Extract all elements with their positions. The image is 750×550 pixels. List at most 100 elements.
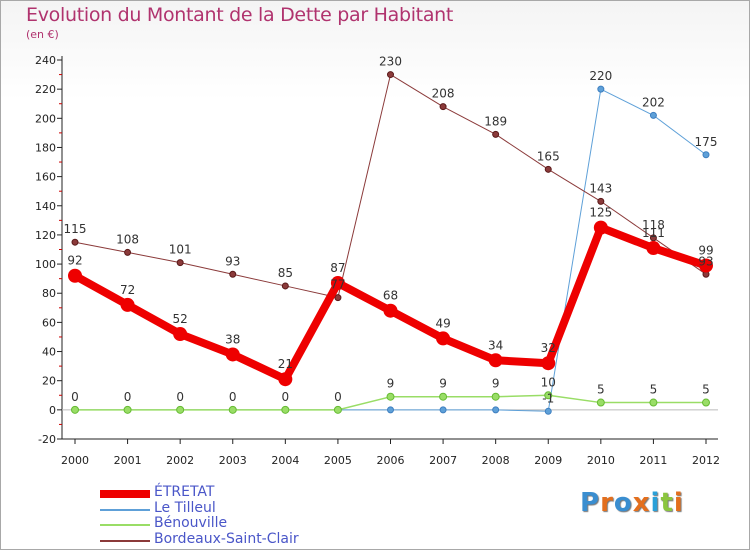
data-point-benouville <box>123 405 132 414</box>
data-label-benouville: 10 <box>541 375 556 389</box>
data-point-le-tilleul <box>702 151 710 159</box>
data-point-le-tilleul <box>439 406 447 414</box>
legend-label: Le Tilleul <box>154 499 216 516</box>
data-label-etretat: 99 <box>698 244 713 258</box>
data-label-le-tilleul: 0 <box>282 390 290 404</box>
x-tick-label: 2003 <box>219 454 247 467</box>
legend-swatch-bordeaux-saint-clair <box>100 539 150 542</box>
data-point-etretat <box>330 276 345 291</box>
data-label-le-tilleul: 175 <box>695 135 718 149</box>
data-label-etretat: 111 <box>642 226 665 240</box>
legend-item-bordeaux-saint-clair[interactable]: Bordeaux-Saint-Clair <box>100 531 360 549</box>
data-point-benouville <box>439 392 448 401</box>
logo-letter: r <box>600 488 614 518</box>
y-tick-label: 240 <box>35 54 56 67</box>
legend-item-etretat[interactable]: ÉTRETAT <box>100 484 360 502</box>
data-label-benouville: 5 <box>597 383 605 397</box>
data-point-bordeaux-saint-clair <box>176 259 184 267</box>
data-label-le-tilleul: 0 <box>334 390 342 404</box>
data-point-etretat <box>225 347 240 362</box>
x-tick-label: 2002 <box>166 454 194 467</box>
data-point-benouville <box>544 391 553 400</box>
data-label-bordeaux-saint-clair: 143 <box>589 181 612 195</box>
data-label-bordeaux-saint-clair: 93 <box>698 254 713 268</box>
data-label-le-tilleul: 220 <box>589 69 612 83</box>
data-label-etretat: 87 <box>330 261 345 275</box>
data-point-etretat <box>120 297 135 312</box>
data-label-bordeaux-saint-clair: 77 <box>330 278 345 292</box>
legend-label: ÉTRETAT <box>154 484 215 500</box>
logo-letter: o <box>613 488 633 518</box>
legend-item-le-tilleul[interactable]: Le Tilleul <box>100 499 360 518</box>
data-point-benouville <box>596 398 605 407</box>
logo-letter: i <box>673 488 684 518</box>
logo-letter: x <box>632 488 651 518</box>
data-point-etretat <box>278 372 293 387</box>
y-tick-label: 180 <box>35 141 56 154</box>
data-label-etretat: 68 <box>383 289 398 303</box>
data-point-benouville <box>333 405 342 414</box>
chart-title: Evolution du Montant de la Dette par Hab… <box>26 4 454 26</box>
y-tick-label: 20 <box>42 375 56 388</box>
y-tick-label: 120 <box>35 229 56 242</box>
logo-letter: P <box>580 488 601 518</box>
data-point-le-tilleul <box>649 111 657 119</box>
data-point-bordeaux-saint-clair <box>544 165 552 173</box>
data-point-benouville <box>702 398 710 407</box>
logo-letter: t <box>660 488 674 518</box>
data-point-etretat <box>593 220 608 235</box>
legend: ÉTRETAT Le Tilleul Bénouville Bordeaux-S… <box>100 484 360 549</box>
data-label-bordeaux-saint-clair: 208 <box>432 87 455 101</box>
data-point-bordeaux-saint-clair <box>492 130 500 138</box>
data-point-benouville <box>386 392 395 401</box>
data-point-etretat <box>541 356 556 371</box>
data-label-bordeaux-saint-clair: 93 <box>225 254 240 268</box>
data-label-etretat: 52 <box>173 312 188 326</box>
data-point-bordeaux-saint-clair <box>597 197 605 205</box>
data-point-bordeaux-saint-clair <box>71 238 79 246</box>
chart-subtitle: (en €) <box>26 28 59 41</box>
data-point-le-tilleul <box>544 407 552 415</box>
legend-swatch-benouville <box>100 524 150 526</box>
data-label-etretat: 72 <box>120 283 135 297</box>
data-point-bordeaux-saint-clair <box>334 294 342 302</box>
data-point-etretat <box>436 331 451 346</box>
data-point-bordeaux-saint-clair <box>124 248 132 256</box>
data-label-etretat: 32 <box>541 341 556 355</box>
y-tick-label: -20 <box>38 433 56 446</box>
y-tick-label: 40 <box>42 346 56 359</box>
x-tick-label: 2004 <box>271 454 299 467</box>
x-tick-label: 2000 <box>61 454 89 467</box>
data-label-etretat: 92 <box>67 254 82 268</box>
data-point-etretat <box>68 268 82 283</box>
legend-swatch-le-tilleul <box>100 508 150 511</box>
y-tick-label: 80 <box>42 287 56 300</box>
data-point-bordeaux-saint-clair <box>649 234 657 242</box>
data-point-le-tilleul <box>492 406 500 414</box>
data-point-bordeaux-saint-clair <box>387 71 394 79</box>
data-label-etretat: 125 <box>589 206 612 220</box>
y-tick-label: 220 <box>35 83 56 96</box>
y-tick-label: 60 <box>42 316 56 329</box>
data-label-benouville: 9 <box>439 377 447 391</box>
data-point-benouville <box>228 405 237 414</box>
data-point-benouville <box>491 392 500 401</box>
y-tick-label: 200 <box>35 112 56 125</box>
y-tick-label: 160 <box>35 171 56 184</box>
data-label-benouville: 9 <box>492 377 500 391</box>
legend-label: Bénouville <box>154 515 228 531</box>
data-label-benouville: 9 <box>387 377 395 391</box>
data-point-benouville <box>71 405 79 414</box>
x-tick-label: 2011 <box>639 454 667 467</box>
data-label-bordeaux-saint-clair: 165 <box>537 149 560 163</box>
data-label-le-tilleul: 202 <box>642 95 665 109</box>
data-label-le-tilleul: 0 <box>176 390 184 404</box>
legend-item-benouville[interactable]: Bénouville <box>100 515 360 533</box>
data-point-bordeaux-saint-clair <box>281 282 289 290</box>
x-tick-label: 2001 <box>114 454 142 467</box>
data-label-le-tilleul: 0 <box>124 390 132 404</box>
data-label-etretat: 21 <box>278 357 293 371</box>
data-label-etretat: 49 <box>435 316 450 330</box>
proxiti-logo: Proxiti <box>580 488 684 518</box>
